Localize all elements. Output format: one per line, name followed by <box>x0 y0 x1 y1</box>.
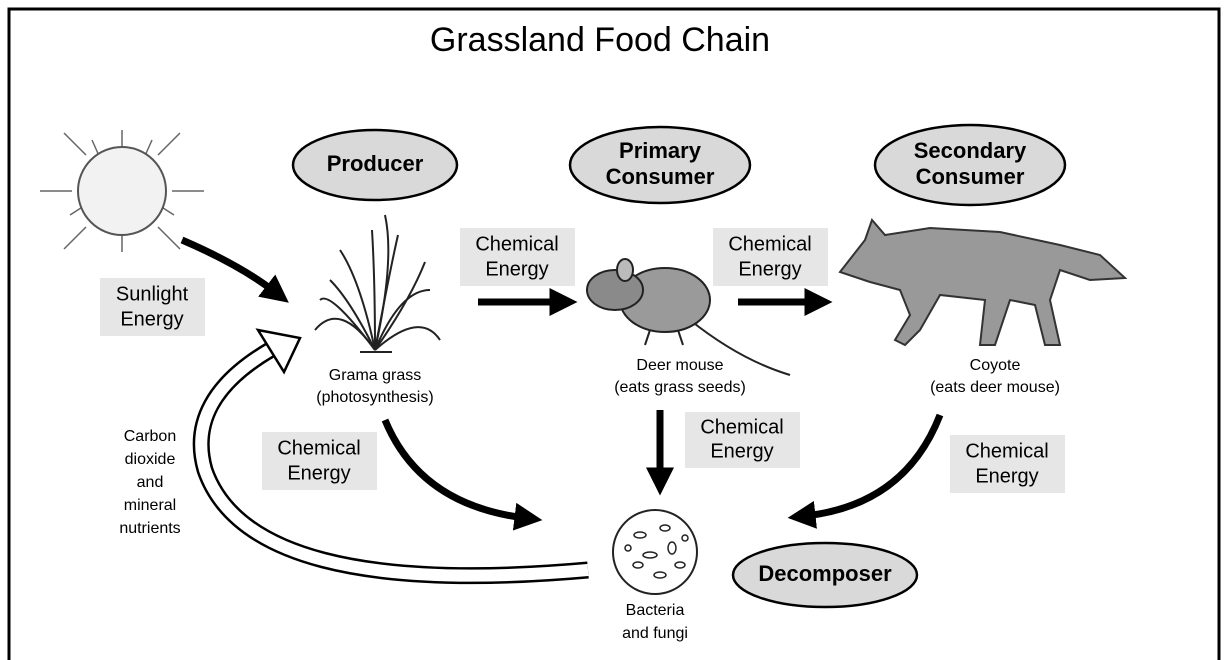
cycle-label: nutrients <box>119 520 180 537</box>
energy-label: Chemical <box>475 233 558 255</box>
energy-label: Energy <box>738 258 801 280</box>
organism-label: and fungi <box>622 625 688 642</box>
energy-label: Sunlight <box>116 283 189 305</box>
organism-label: Grama grass <box>329 367 421 384</box>
energy-label: Energy <box>120 308 183 330</box>
role-label: Primary <box>619 138 702 163</box>
coyote <box>840 220 1125 345</box>
diagram: Grassland Food Chain Producer Primary Co… <box>0 0 1228 660</box>
energy-label: Energy <box>287 462 350 484</box>
bacteria <box>613 510 697 594</box>
arrow <box>385 420 525 518</box>
energy-label: Chemical <box>277 437 360 459</box>
role-label: Producer <box>327 151 424 176</box>
grass <box>315 215 440 352</box>
cycle-label: Carbon <box>124 428 176 445</box>
energy-label: Chemical <box>965 440 1048 462</box>
organism-label: (photosynthesis) <box>316 389 433 406</box>
organism-label: Deer mouse <box>636 357 723 374</box>
energy-label: Chemical <box>728 233 811 255</box>
energy-label: Energy <box>710 440 773 462</box>
arrow <box>805 415 940 516</box>
cycle-label: dioxide <box>125 451 176 468</box>
role-label: Secondary <box>914 138 1027 163</box>
energy-label: Chemical <box>700 416 783 438</box>
cycle-label: mineral <box>124 497 176 514</box>
organism-label: Coyote <box>970 357 1021 374</box>
sun <box>40 130 204 252</box>
organism-label: (eats grass seeds) <box>614 379 746 396</box>
cycle-label: and <box>137 474 164 491</box>
organism-label: Bacteria <box>626 602 685 619</box>
role-label: Consumer <box>916 164 1025 189</box>
role-label: Decomposer <box>758 561 892 586</box>
energy-label: Energy <box>975 465 1038 487</box>
organism-label: (eats deer mouse) <box>930 379 1060 396</box>
title: Grassland Food Chain <box>430 21 770 59</box>
energy-label: Energy <box>485 258 548 280</box>
role-label: Consumer <box>606 164 715 189</box>
